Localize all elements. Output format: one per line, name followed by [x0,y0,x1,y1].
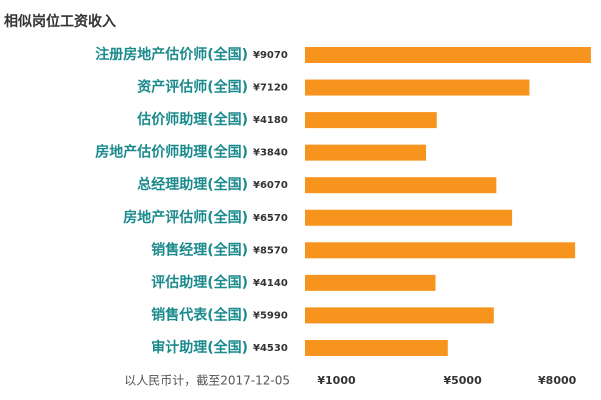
category-label: 评估助理(全国) [151,274,248,291]
value-label: ¥5990 [253,310,288,321]
chart-title: 相似岗位工资收入 [4,13,116,30]
value-label: ¥9070 [253,50,288,61]
bar [305,339,448,356]
note: 以人民币计，截至2017-12-05 [124,374,290,388]
bar [305,144,427,161]
bar [305,242,576,259]
value-label: ¥4140 [253,278,288,289]
bar [305,47,591,63]
x-tick-label: ¥1000 [317,374,356,387]
value-label: ¥6570 [253,213,288,224]
category-label: 资产评估师(全国) [137,79,248,96]
value-label: ¥7120 [253,83,288,94]
bar [305,177,497,194]
x-tick-label: ¥8000 [538,374,577,387]
category-label: 估价师助理(全国) [136,111,248,128]
category-label: 总经理助理(全国) [137,176,248,193]
x-tick-label: ¥5000 [443,374,482,387]
category-label: 房地产估价师助理(全国) [95,144,248,161]
value-label: ¥3840 [253,148,288,159]
category-label: 注册房地产估价师(全国) [95,46,248,63]
value-label: ¥4180 [253,115,288,126]
bar [305,112,437,129]
category-label: 房地产评估师(全国) [123,209,248,226]
bar [305,209,513,226]
category-label: 审计助理(全国) [151,339,248,356]
bar [305,274,436,291]
bar [305,79,530,96]
value-label: ¥4530 [253,343,288,354]
value-label: ¥8570 [253,245,288,256]
bar [305,307,494,324]
category-label: 销售代表(全国) [151,306,248,323]
value-label: ¥6070 [253,180,288,191]
category-label: 销售经理(全国) [151,241,248,258]
